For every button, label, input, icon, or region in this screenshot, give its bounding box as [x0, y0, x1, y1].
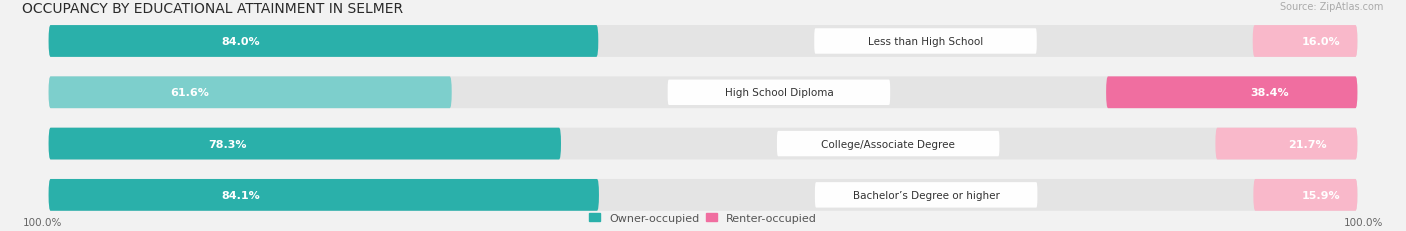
Text: 84.1%: 84.1% [222, 190, 260, 200]
Text: 16.0%: 16.0% [1302, 37, 1340, 47]
FancyBboxPatch shape [49, 128, 1357, 160]
FancyBboxPatch shape [1253, 179, 1357, 211]
Text: 15.9%: 15.9% [1302, 190, 1340, 200]
Text: 21.7%: 21.7% [1288, 139, 1327, 149]
Text: 100.0%: 100.0% [1344, 217, 1384, 227]
Text: Less than High School: Less than High School [868, 37, 983, 47]
FancyBboxPatch shape [1215, 128, 1357, 160]
FancyBboxPatch shape [49, 26, 599, 58]
FancyBboxPatch shape [49, 77, 1357, 109]
FancyBboxPatch shape [814, 29, 1036, 55]
Text: 100.0%: 100.0% [22, 217, 62, 227]
FancyBboxPatch shape [49, 179, 1357, 211]
FancyBboxPatch shape [49, 128, 561, 160]
FancyBboxPatch shape [778, 131, 1000, 157]
Text: 38.4%: 38.4% [1250, 88, 1289, 98]
Text: Source: ZipAtlas.com: Source: ZipAtlas.com [1281, 2, 1384, 12]
FancyBboxPatch shape [49, 26, 1357, 58]
FancyBboxPatch shape [49, 77, 451, 109]
FancyBboxPatch shape [815, 182, 1038, 208]
Text: College/Associate Degree: College/Associate Degree [821, 139, 955, 149]
Text: 61.6%: 61.6% [170, 88, 209, 98]
Text: 78.3%: 78.3% [208, 139, 247, 149]
Text: High School Diploma: High School Diploma [724, 88, 834, 98]
FancyBboxPatch shape [668, 80, 890, 106]
Text: OCCUPANCY BY EDUCATIONAL ATTAINMENT IN SELMER: OCCUPANCY BY EDUCATIONAL ATTAINMENT IN S… [22, 2, 404, 16]
FancyBboxPatch shape [1107, 77, 1357, 109]
FancyBboxPatch shape [49, 179, 599, 211]
Text: 84.0%: 84.0% [222, 37, 260, 47]
Text: Bachelor’s Degree or higher: Bachelor’s Degree or higher [852, 190, 1000, 200]
FancyBboxPatch shape [1253, 26, 1357, 58]
Legend: Owner-occupied, Renter-occupied: Owner-occupied, Renter-occupied [589, 213, 817, 223]
